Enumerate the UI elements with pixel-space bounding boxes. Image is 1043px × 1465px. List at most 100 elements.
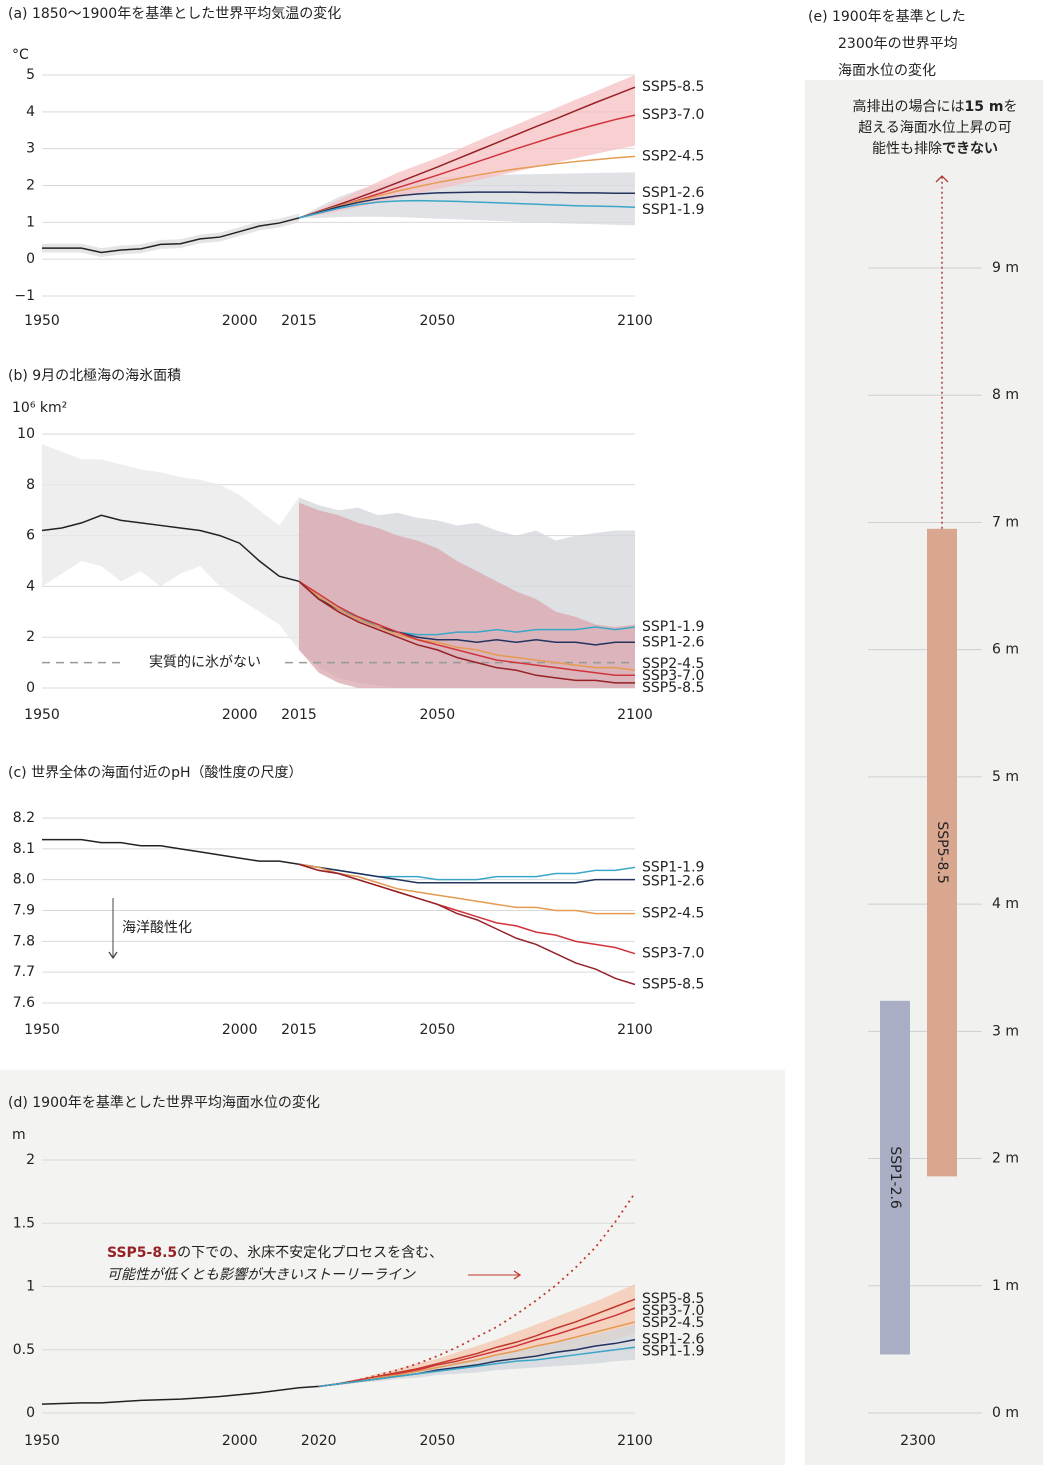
- y-tick-label: 6 m: [992, 642, 1019, 658]
- x-tick-label: 2050: [420, 313, 456, 329]
- legend-label: SSP1-1.9: [642, 859, 704, 875]
- series-line: [298, 863, 636, 986]
- y-tick-label: 8 m: [992, 387, 1019, 403]
- y-axis-unit: m: [12, 1127, 26, 1143]
- chart-title: (e) 1900年を基準とした: [808, 8, 966, 25]
- legend-label: SSP1-1.9: [642, 1344, 704, 1360]
- x-tick-label: 2300: [900, 1433, 936, 1449]
- annotation: SSP5-8.5の下での、氷床不安定化プロセスを含む、: [107, 1245, 443, 1261]
- x-tick-label: 2100: [617, 313, 653, 329]
- legend-label: SSP3-7.0: [642, 668, 704, 684]
- y-tick-label: 8.1: [13, 841, 35, 857]
- y-tick-label: 3: [26, 141, 35, 157]
- y-tick-label: 7.6: [13, 995, 35, 1011]
- x-tick-label: 2000: [222, 707, 258, 723]
- x-tick-label: 2100: [617, 707, 653, 723]
- series-line: [298, 86, 636, 219]
- arrow-head: [935, 175, 949, 183]
- annotation: 超える海面水位上昇の可: [858, 120, 1012, 136]
- series-line: [298, 580, 635, 677]
- y-tick-label: 1.5: [13, 1215, 35, 1231]
- annotation-text: 可能性が低くとも影響が大きいストーリーライン: [107, 1267, 416, 1283]
- y-tick-label: 1 m: [992, 1278, 1019, 1294]
- legend-label: SSP3-7.0: [642, 946, 704, 962]
- y-tick-label: 6: [26, 528, 35, 544]
- y-tick-label: −1: [14, 288, 35, 304]
- legend-label: SSP1-2.6: [642, 873, 705, 889]
- x-tick-label: 1950: [24, 707, 60, 723]
- x-tick-label: 1950: [24, 1022, 60, 1038]
- y-tick-label: 0: [26, 1405, 35, 1421]
- legend-label: SSP1-2.6: [642, 185, 705, 201]
- uncertainty-band: [42, 213, 299, 257]
- x-tick-label: 2015: [281, 1022, 317, 1038]
- legend-label: SSP3-7.0: [642, 107, 704, 123]
- series-line: [41, 514, 300, 583]
- annotation: 可能性が低くとも影響が大きいストーリーライン: [107, 1267, 416, 1283]
- annotation-text: SSP5-8.5: [107, 1245, 177, 1261]
- series-line: [298, 199, 636, 219]
- legend-label: SSP2-4.5: [642, 1315, 704, 1331]
- series-line: [298, 580, 636, 671]
- legend-label: SSP1-2.6: [642, 634, 705, 650]
- series-line: [298, 863, 635, 915]
- legend-label: SSP5-8.5: [642, 977, 704, 993]
- x-tick-label: 2000: [222, 1433, 258, 1449]
- legend-label: SSP2-4.5: [642, 148, 704, 164]
- y-tick-label: 4 m: [992, 896, 1019, 912]
- y-tick-label: 5 m: [992, 769, 1019, 785]
- y-tick-label: 7.8: [13, 933, 35, 949]
- arrow-head: [108, 951, 118, 960]
- annotation-text: の下での、氷床不安定化プロセスを含む、: [177, 1245, 443, 1261]
- y-tick-label: 7.7: [13, 964, 35, 980]
- range-bar: [927, 528, 957, 1177]
- chart-title: 海面水位の変化: [838, 62, 936, 79]
- y-tick-label: 8.2: [13, 810, 35, 826]
- annotation-text: 能性も排除: [872, 141, 942, 157]
- chart-title: (b) 9月の北極海の海氷面積: [8, 368, 181, 384]
- y-tick-label: 0.5: [13, 1342, 35, 1358]
- y-axis-unit: 10⁶ km²: [12, 400, 67, 416]
- series-line: [42, 838, 300, 865]
- y-tick-label: 1: [26, 1279, 35, 1295]
- y-tick-label: 1: [26, 214, 35, 230]
- y-tick-label: 2: [26, 178, 35, 194]
- y-tick-label: 2 m: [992, 1151, 1019, 1167]
- x-tick-label: 2050: [420, 1433, 456, 1449]
- legend-label: SSP1-1.9: [642, 202, 704, 218]
- arrow-head: [513, 1270, 522, 1280]
- x-tick-label: 2000: [222, 313, 258, 329]
- annotation-text: を: [1003, 99, 1017, 115]
- range-bar: [880, 1000, 910, 1355]
- y-tick-label: 9 m: [992, 260, 1019, 276]
- x-tick-label: 2000: [222, 1022, 258, 1038]
- chart-title: (d) 1900年を基準とした世界平均海面水位の変化: [8, 1094, 320, 1111]
- y-axis-unit: °C: [12, 47, 29, 63]
- uncertainty-band: [42, 444, 299, 650]
- annotation-text: 15 m: [965, 99, 1004, 115]
- x-tick-label: 2050: [420, 707, 456, 723]
- series-line: [298, 580, 635, 684]
- legend-label: SSP5-8.5: [642, 1291, 704, 1307]
- chart-title: 2300年の世界平均: [838, 36, 958, 52]
- y-tick-label: 8: [26, 477, 35, 493]
- bar-label: SSP1-2.6: [887, 1146, 903, 1209]
- series-line: [298, 155, 636, 219]
- y-tick-label: 8.0: [13, 872, 35, 888]
- legend-label: SSP2-4.5: [642, 656, 704, 672]
- x-tick-label: 2100: [617, 1433, 653, 1449]
- series-line: [318, 1346, 636, 1388]
- chart-title: (c) 世界全体の海面付近のpH（酸性度の尺度）: [8, 764, 302, 781]
- bar-label: SSP5-8.5: [934, 821, 950, 883]
- legend-label: SSP5-8.5: [642, 79, 704, 95]
- y-tick-label: 2: [26, 1152, 35, 1168]
- y-tick-label: 3 m: [992, 1023, 1019, 1039]
- y-tick-label: 4: [26, 104, 35, 120]
- x-tick-label: 2015: [281, 707, 317, 723]
- x-tick-label: 1950: [24, 313, 60, 329]
- annotation-text: できない: [942, 141, 998, 157]
- annotation: 能性も排除できない: [872, 141, 998, 157]
- y-tick-label: 2: [26, 629, 35, 645]
- annotation-text: 高排出の場合には: [853, 98, 965, 115]
